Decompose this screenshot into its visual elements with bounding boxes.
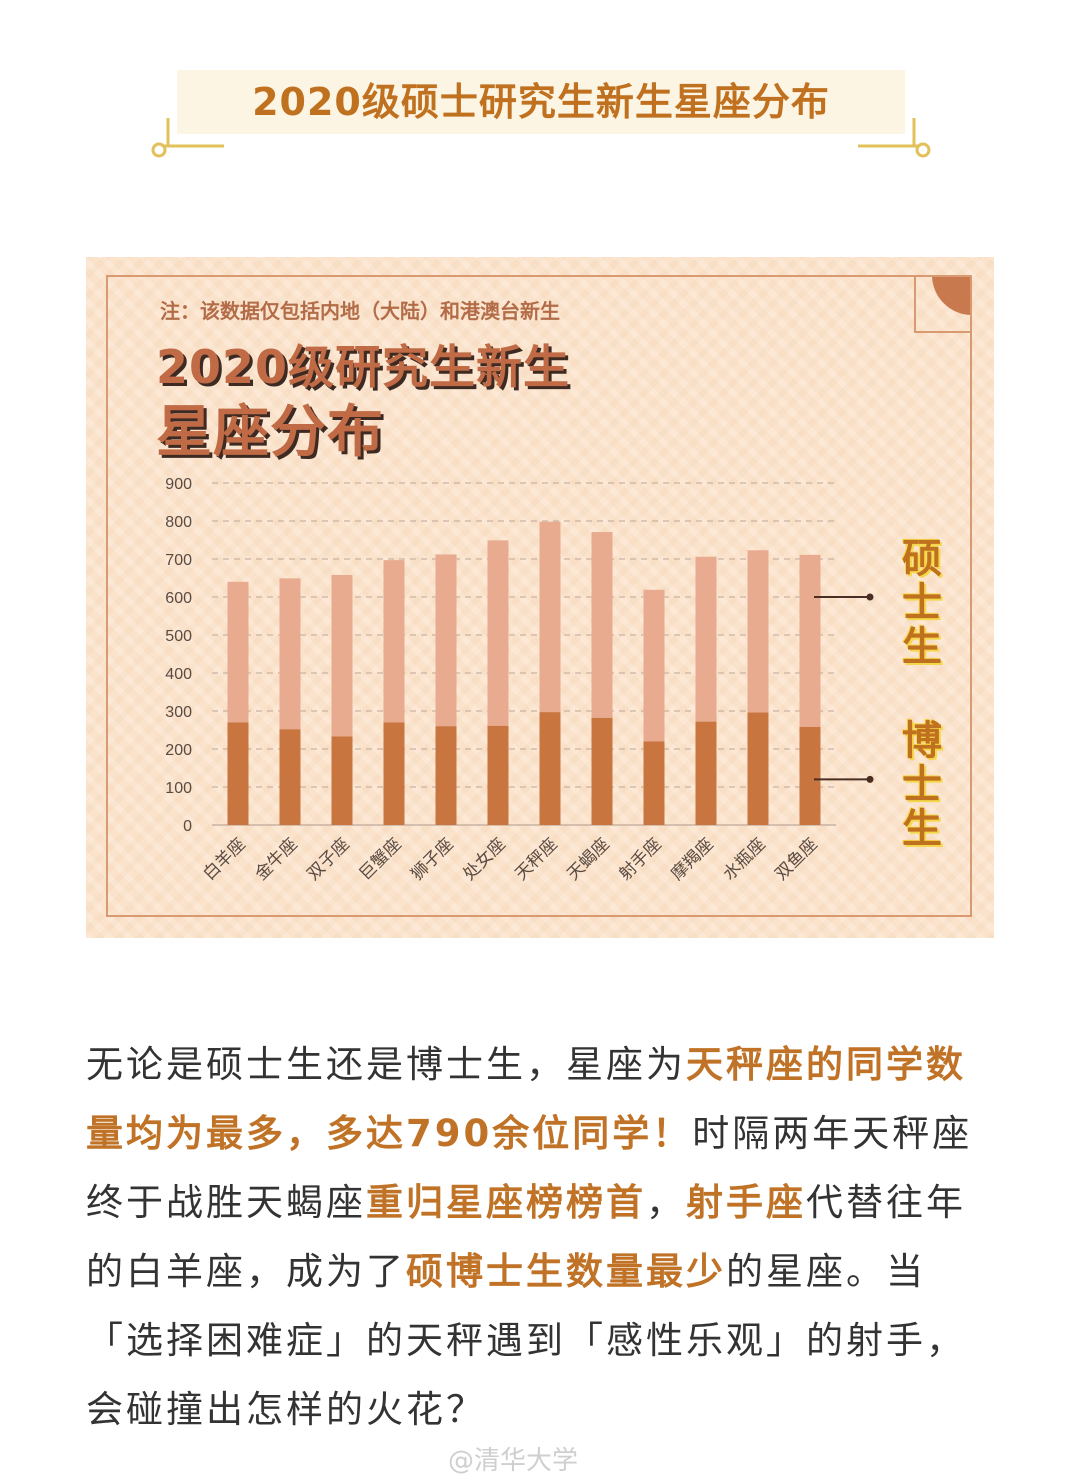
y-tick-label: 600 [165, 590, 192, 607]
x-tick-label: 处女座 [459, 834, 509, 884]
x-tick-label: 巨蟹座 [355, 834, 405, 884]
x-tick-label: 天秤座 [511, 834, 561, 884]
x-tick-label: 双子座 [303, 834, 353, 884]
highlight-text: 天秤座的同学数量均为最多，多达790余位同学！ [86, 1043, 966, 1155]
bar-master [539, 521, 561, 713]
bar-doctor [747, 712, 769, 825]
card-frame [106, 275, 972, 917]
bar-master [695, 556, 717, 722]
page-title: 2020级硕士研究生新生星座分布 [177, 70, 905, 134]
chart-title-line1: 2020级研究生新生 [156, 340, 571, 394]
bar-doctor [435, 726, 457, 825]
highlight-text: 重归星座榜榜首 [366, 1181, 646, 1224]
bar-master [799, 554, 821, 727]
body-text-segment: 代替往年的白羊座，成为了 [86, 1181, 966, 1293]
x-tick-label: 水瓶座 [719, 834, 769, 884]
x-tick-label: 天蝎座 [563, 834, 613, 884]
corner-ornament-icon [914, 277, 970, 333]
y-tick-label: 800 [165, 514, 192, 531]
body-paragraph: 无论是硕士生还是博士生，星座为天秤座的同学数量均为最多，多达790余位同学！时隔… [86, 1030, 998, 1444]
watermark: @清华大学 [448, 1446, 579, 1476]
bar-doctor [591, 717, 613, 825]
bar-master [643, 589, 665, 742]
doctor-connector-dot [866, 775, 874, 783]
bar-doctor [279, 729, 301, 825]
bar-doctor [695, 721, 717, 825]
x-tick-label: 双鱼座 [771, 834, 821, 884]
y-tick-label: 700 [165, 552, 192, 569]
bar-doctor [799, 726, 821, 825]
x-tick-label: 狮子座 [407, 834, 457, 884]
bar-master [331, 574, 353, 737]
bar-master [435, 554, 457, 727]
bar-master [591, 532, 613, 718]
highlight-text: 硕博士生数量最少 [406, 1250, 726, 1293]
bar-chart: 0 100 200 300 400 500 600 700 800 900 白羊座 金牛座 双子座 巨蟹座… [165, 476, 874, 885]
legend-doctor-label: 博士生 [902, 718, 942, 852]
chart-card: 注：该数据仅包括内地（大陆）和港澳台新生 2020级研究生新生 星座分布 0 10… [86, 257, 994, 938]
bar-doctor [539, 712, 561, 825]
y-tick-label: 100 [165, 780, 192, 797]
right-ornament-icon [858, 118, 931, 158]
y-tick-label: 400 [165, 666, 192, 683]
body-text-segment: 的星座。当「选择困难症」的天秤遇到「感性乐观」的射手，会碰撞出怎样的火花？ [86, 1250, 966, 1431]
chart-note: 注：该数据仅包括内地（大陆）和港澳台新生 [160, 299, 560, 323]
body-text-segment: 无论是硕士生还是博士生，星座为 [86, 1043, 686, 1086]
y-tick-label: 500 [165, 628, 192, 645]
bar-master [487, 540, 509, 726]
bar-master [747, 550, 769, 713]
x-tick-label: 白羊座 [199, 834, 249, 884]
bar-doctor [383, 722, 405, 825]
bar-doctor [227, 722, 249, 825]
x-tick-label: 金牛座 [251, 834, 301, 884]
body-text-segment: ， [646, 1181, 686, 1224]
x-tick-label: 射手座 [615, 834, 665, 884]
bar-master [227, 581, 249, 723]
legend-master-label: 硕士生 [902, 536, 942, 670]
left-ornament-icon [151, 118, 224, 158]
master-connector-dot [866, 593, 874, 601]
y-tick-label: 200 [165, 742, 192, 759]
bar-master [279, 578, 301, 730]
body-text-segment: 时隔两年天秤座终于战胜天蝎座 [86, 1112, 973, 1224]
bar-master [383, 560, 405, 723]
x-tick-label: 摩羯座 [667, 834, 717, 884]
bar-doctor [487, 725, 509, 825]
bar-doctor [643, 741, 665, 825]
y-tick-label: 300 [165, 704, 192, 721]
highlight-text: 射手座 [686, 1181, 806, 1224]
chart-title-line2: 星座分布 [156, 400, 384, 465]
bar-doctor [331, 736, 353, 825]
y-tick-label: 900 [165, 476, 192, 493]
y-tick-label: 0 [183, 818, 192, 835]
